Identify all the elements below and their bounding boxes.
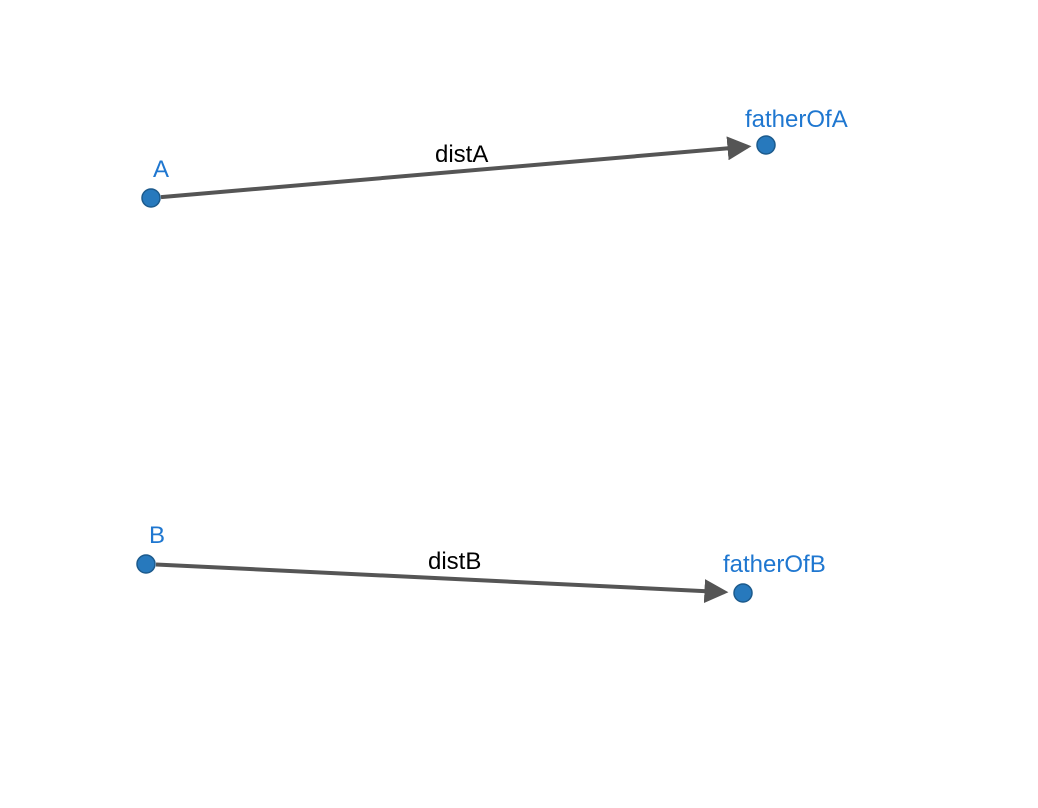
node-label-fatherOfA: fatherOfA [745,106,848,134]
nodes-group [137,136,775,602]
edges-group [156,147,747,593]
node-B [137,555,155,573]
node-fatherOfB [734,584,752,602]
graph-canvas [0,0,1038,808]
node-fatherOfA [757,136,775,154]
node-A [142,189,160,207]
node-label-A: A [153,156,169,184]
node-label-B: B [149,522,165,550]
node-label-fatherOfB: fatherOfB [723,551,826,579]
edge-label-distB: distB [428,548,481,576]
edge-label-distA: distA [435,141,488,169]
